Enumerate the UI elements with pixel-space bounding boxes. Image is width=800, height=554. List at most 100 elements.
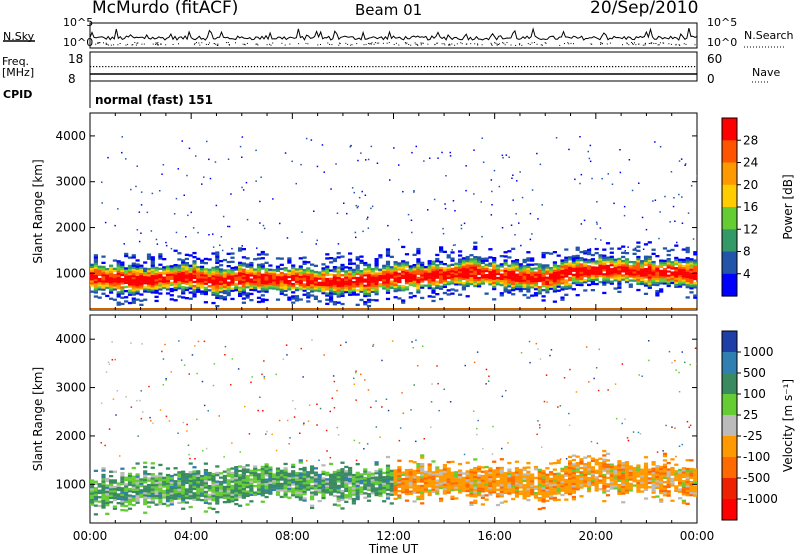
power-cell	[647, 263, 652, 267]
velocity-cell	[659, 472, 664, 475]
velocity-cell	[260, 468, 265, 471]
power-cell	[203, 270, 208, 273]
power-cell	[340, 292, 345, 295]
velocity-cell	[366, 499, 372, 502]
velocity-cell	[135, 492, 140, 496]
power-cell	[461, 259, 466, 262]
power-cell	[598, 268, 603, 271]
power-cell	[374, 290, 379, 294]
velocity-cell	[617, 477, 622, 480]
velocity-cell	[477, 476, 482, 479]
nave-point	[329, 66, 331, 68]
velocity-cell	[264, 495, 269, 499]
power-cell	[602, 260, 607, 264]
power-cell	[249, 270, 254, 273]
power-cell	[598, 281, 603, 284]
nsearch-point	[97, 43, 99, 44]
power-cell	[348, 291, 353, 294]
velocity-cell	[131, 495, 136, 498]
power-cell	[158, 280, 163, 283]
power-cell	[101, 278, 106, 281]
velocity-cell	[575, 455, 580, 458]
power-cell	[655, 294, 660, 297]
velocity-cell	[537, 488, 542, 491]
power-scatter-cell	[349, 146, 351, 148]
velocity-cell	[93, 491, 98, 494]
nave-point	[490, 66, 492, 68]
nsearch-point	[648, 43, 650, 44]
velocity-cell	[469, 503, 474, 506]
velocity-cell	[340, 496, 345, 499]
power-cell	[116, 268, 121, 271]
power-scatter-cell	[451, 249, 453, 251]
velocity-cell	[480, 490, 485, 493]
power-cell	[389, 272, 394, 275]
power-cell	[143, 269, 148, 272]
power-cell	[564, 262, 569, 266]
velocity-cell	[245, 483, 250, 487]
power-cell	[359, 278, 364, 281]
velocity-cell	[143, 481, 148, 484]
power-cell	[389, 282, 394, 285]
power-cell	[363, 263, 368, 267]
power-cell	[256, 269, 262, 273]
power-cell	[507, 274, 512, 278]
power-cell	[416, 268, 421, 271]
velocity-cell	[260, 472, 265, 475]
velocity-cell	[154, 492, 159, 495]
power-scatter-cell	[481, 235, 483, 238]
power-cell	[655, 281, 660, 285]
power-cell	[139, 293, 144, 296]
power-cell	[260, 250, 265, 254]
velocity-cell	[662, 491, 668, 495]
power-cell	[158, 278, 163, 281]
velocity-cell	[484, 472, 489, 475]
velocity-cell	[351, 489, 356, 492]
power-cell	[674, 273, 679, 276]
power-cell	[541, 274, 546, 277]
power-cell	[302, 260, 307, 263]
power-cell	[503, 286, 508, 289]
velocity-cell	[184, 475, 189, 478]
power-cell	[480, 261, 485, 265]
velocity-cell	[488, 486, 493, 490]
power-cell	[325, 286, 330, 289]
velocity-cell	[575, 475, 580, 478]
power-cell	[215, 257, 220, 260]
nsearch-point	[404, 42, 406, 44]
power-cell	[442, 281, 447, 284]
power-cell	[643, 292, 649, 295]
power-cell	[321, 290, 326, 293]
velocity-cell	[590, 466, 595, 469]
power-cell	[203, 290, 208, 294]
power-cell	[317, 281, 322, 284]
power-cell	[442, 250, 447, 253]
velocity-cell	[473, 469, 478, 472]
velocity-cell	[636, 466, 641, 469]
velocity-cell	[488, 482, 493, 485]
power-cell	[370, 282, 375, 285]
velocity-cell	[370, 479, 375, 482]
power-cell	[340, 290, 345, 293]
velocity-cell	[522, 490, 527, 493]
velocity-cell	[605, 489, 611, 492]
velocity-cell	[469, 471, 474, 474]
power-cell	[366, 263, 372, 266]
nsearch-point	[491, 44, 493, 46]
velocity-cell	[378, 472, 383, 475]
power-cell	[617, 270, 622, 273]
velocity-cell	[575, 479, 580, 482]
velocity-cell	[294, 472, 300, 475]
power-cell	[647, 286, 652, 289]
power-scatter-cell	[279, 222, 281, 225]
power-cell	[116, 287, 121, 290]
velocity-cell	[499, 466, 504, 470]
power-cell	[135, 265, 140, 268]
power-cell	[306, 283, 311, 287]
power-cell	[442, 269, 447, 272]
power-cell	[503, 261, 508, 264]
power-cell	[90, 265, 95, 268]
power-cell	[325, 292, 330, 295]
velocity-cell	[655, 495, 660, 498]
velocity-cell	[177, 488, 182, 491]
